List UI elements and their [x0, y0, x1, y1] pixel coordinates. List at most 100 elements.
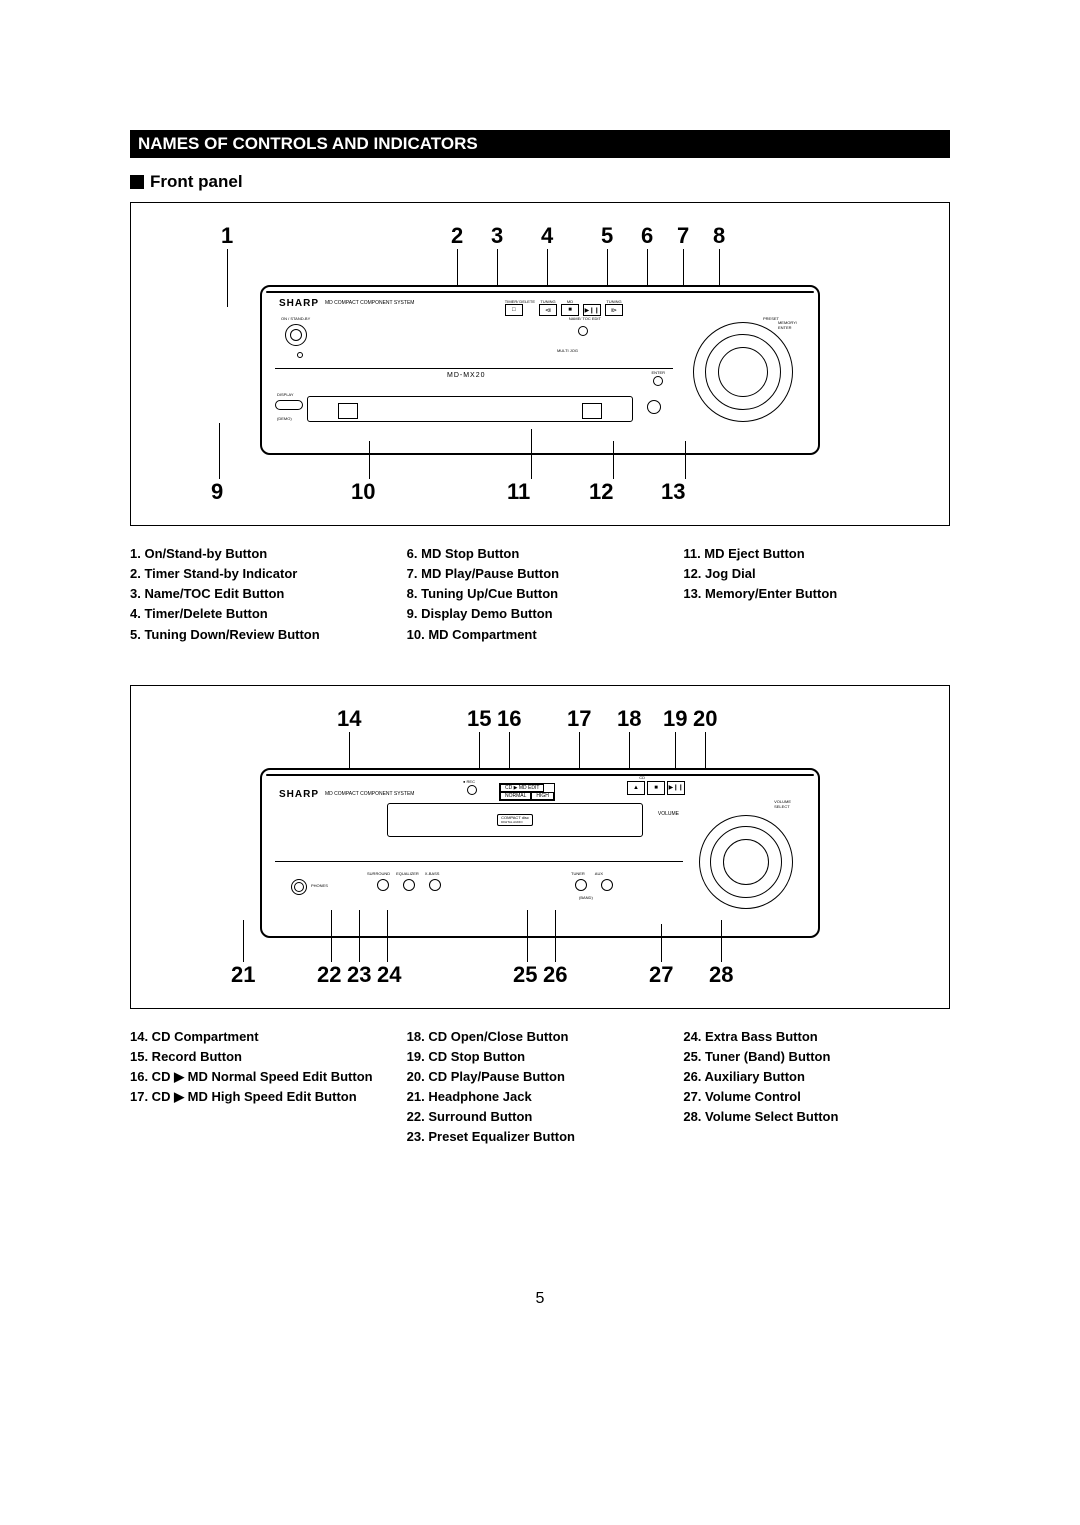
upper-top-callouts: 1 2 3 4 5 6 7 8: [161, 223, 919, 249]
standby-led-icon: [297, 352, 303, 358]
tuner-button-icon: [575, 879, 587, 891]
legend-item: 19. CD Stop Button: [407, 1047, 674, 1067]
phones-label: PHONES: [311, 883, 328, 888]
callout-17: 17: [567, 706, 617, 732]
xbass-button-icon: [429, 879, 441, 891]
seb-labels: SURROUNDEQUALIZERX-BASS: [367, 871, 439, 876]
enter-label: ENTER: [651, 370, 665, 375]
legend-item: 10. MD Compartment: [407, 625, 674, 645]
cd-md-edit-box: CD ▶ MD EDIT NORMALHIGH: [499, 783, 555, 801]
callout-28: 28: [709, 962, 739, 988]
legend-item: 12. Jog Dial: [683, 564, 950, 584]
callout-5: 5: [601, 223, 641, 249]
preset-label: PRESET: [763, 316, 779, 321]
callout-23: 23: [347, 962, 377, 988]
md-eject-icon: [647, 400, 661, 414]
legend-item: 24. Extra Bass Button: [683, 1027, 950, 1047]
brand-sub: MD COMPACT COMPONENT SYSTEM: [325, 791, 414, 797]
brand-logo: SHARP: [279, 298, 319, 309]
callout-14: 14: [337, 706, 467, 732]
cd-slot-icon: COMPACT disc DIGITAL AUDIO: [387, 803, 643, 837]
legend-item: 14. CD Compartment: [130, 1027, 397, 1047]
lower-device: SHARP MD COMPACT COMPONENT SYSTEM ● REC …: [260, 768, 820, 938]
callout-25: 25: [513, 962, 543, 988]
multijog-label: MULTI JOG: [557, 348, 578, 353]
page-title: NAMES OF CONTROLS AND INDICATORS: [130, 130, 950, 158]
surround-button-icon: [377, 879, 389, 891]
legend-item: 16. CD ▶ MD Normal Speed Edit Button: [130, 1067, 397, 1087]
jog-dial-icon: [693, 322, 793, 422]
memory-enter-label: MEMORY/ ENTER: [778, 320, 797, 330]
callout-20: 20: [693, 706, 723, 732]
legend-item: 9. Display Demo Button: [407, 604, 674, 624]
aux-button-icon: [601, 879, 613, 891]
lower-diagram-box: 14 15 16 17 18 19 20 SHARP: [130, 685, 950, 1009]
onoff-label: ON / STAND-BY: [281, 316, 310, 321]
callout-13: 13: [661, 479, 711, 505]
display-label: DISPLAY: [277, 392, 294, 397]
callout-19: 19: [663, 706, 693, 732]
cd-stop-icon: ■: [647, 781, 665, 795]
model-label: MD-MX20: [447, 372, 486, 379]
callout-9: 9: [211, 479, 351, 505]
callout-24: 24: [377, 962, 513, 988]
cd-label: CD: [639, 775, 645, 780]
upper-legend: 1. On/Stand-by Button 2. Timer Stand-by …: [130, 544, 950, 645]
callout-10: 10: [351, 479, 507, 505]
volume-label: VOLUME: [658, 811, 679, 817]
legend-item: 21. Headphone Jack: [407, 1087, 674, 1107]
lower-bottom-callouts: 21 22 23 24 25 26 27 28: [161, 962, 919, 988]
legend-item: 11. MD Eject Button: [683, 544, 950, 564]
upper-diagram-box: 1 2 3 4 5 6 7 8: [130, 202, 950, 526]
legend-item: 25. Tuner (Band) Button: [683, 1047, 950, 1067]
legend-item: 4. Timer/Delete Button: [130, 604, 397, 624]
callout-16: 16: [497, 706, 567, 732]
display-button-icon: [275, 400, 303, 410]
callout-8: 8: [713, 223, 743, 249]
legend-item: 8. Tuning Up/Cue Button: [407, 584, 674, 604]
lower-top-callouts: 14 15 16 17 18 19 20: [161, 706, 919, 732]
rec-label: ● REC: [463, 779, 475, 784]
legend-item: 15. Record Button: [130, 1047, 397, 1067]
legend-item: 5. Tuning Down/Review Button: [130, 625, 397, 645]
legend-item: 28. Volume Select Button: [683, 1107, 950, 1127]
bullet-icon: [130, 175, 144, 189]
legend-item: 27. Volume Control: [683, 1087, 950, 1107]
legend-item: 7. MD Play/Pause Button: [407, 564, 674, 584]
volume-select-label: VOLUME SELECT: [774, 799, 791, 809]
callout-6: 6: [641, 223, 677, 249]
legend-item: 2. Timer Stand-by Indicator: [130, 564, 397, 584]
section-text: Front panel: [150, 172, 243, 192]
ta-buttons: [575, 879, 613, 891]
legend-item: 13. Memory/Enter Button: [683, 584, 950, 604]
brand-sub: MD COMPACT COMPONENT SYSTEM: [325, 300, 414, 306]
callout-18: 18: [617, 706, 663, 732]
callout-1: 1: [221, 223, 451, 249]
phones-jack-icon: [291, 879, 307, 895]
rec-button-icon: [467, 785, 477, 795]
callout-12: 12: [589, 479, 661, 505]
callout-27: 27: [649, 962, 709, 988]
volume-dial-icon: [699, 815, 793, 909]
md-slot-icon: [307, 396, 633, 422]
upper-bottom-callouts: 9 10 11 12 13: [161, 479, 919, 505]
disc-logo-icon: COMPACT disc DIGITAL AUDIO: [497, 814, 533, 826]
legend-item: 18. CD Open/Close Button: [407, 1027, 674, 1047]
cd-controls: ▲ ■ ▶❙❙: [627, 781, 685, 795]
name-toc-label: NAME/ TOC EDIT: [569, 316, 601, 321]
callout-4: 4: [541, 223, 601, 249]
callout-2: 2: [451, 223, 491, 249]
band-label: (BAND): [579, 895, 593, 900]
callout-22: 22: [317, 962, 347, 988]
callout-7: 7: [677, 223, 713, 249]
page-number: 5: [0, 1290, 1080, 1308]
equalizer-button-icon: [403, 879, 415, 891]
md-button-row: TIMER/ DELETE□ TUNING⧏ MD■ ▶❙❙ TUNING⧐: [505, 298, 623, 316]
upper-device: SHARP MD COMPACT COMPONENT SYSTEM ON / S…: [260, 285, 820, 455]
ta-labels: TUNERAUX: [571, 871, 603, 876]
callout-21: 21: [231, 962, 317, 988]
callout-26: 26: [543, 962, 649, 988]
power-button-icon: [285, 324, 307, 346]
seb-buttons: [377, 879, 441, 891]
callout-3: 3: [491, 223, 541, 249]
